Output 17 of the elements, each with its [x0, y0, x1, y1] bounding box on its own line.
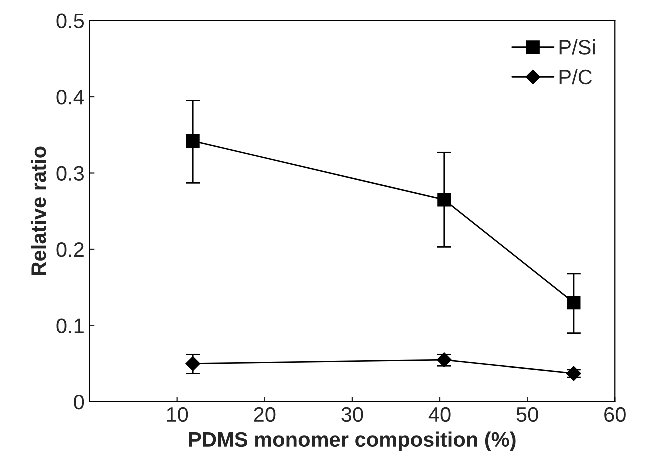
y-tick-label: 0	[74, 394, 84, 410]
y-tick-label: 0.5	[56, 14, 84, 29]
y-tick-label: 0.3	[56, 166, 84, 182]
x-tick-label: 40	[428, 407, 451, 422]
legend-label: P/C	[560, 69, 592, 85]
legend-label: P/Si	[560, 40, 595, 55]
x-tick-label: 30	[342, 407, 364, 422]
x-tick-label: 10	[167, 407, 188, 422]
y-tick-label: 0.1	[56, 318, 84, 334]
x-tick-label: 50	[516, 407, 538, 422]
x-axis-title: PDMS monomer composition (%)	[189, 432, 516, 452]
x-tick-label: 60	[604, 407, 626, 422]
x-tick-label: 20	[254, 407, 276, 422]
y-tick-label: 0.4	[56, 90, 84, 105]
y-axis-title: Relative ratio	[30, 146, 46, 276]
point	[567, 296, 581, 310]
y-tick-label: 0.2	[56, 242, 84, 258]
